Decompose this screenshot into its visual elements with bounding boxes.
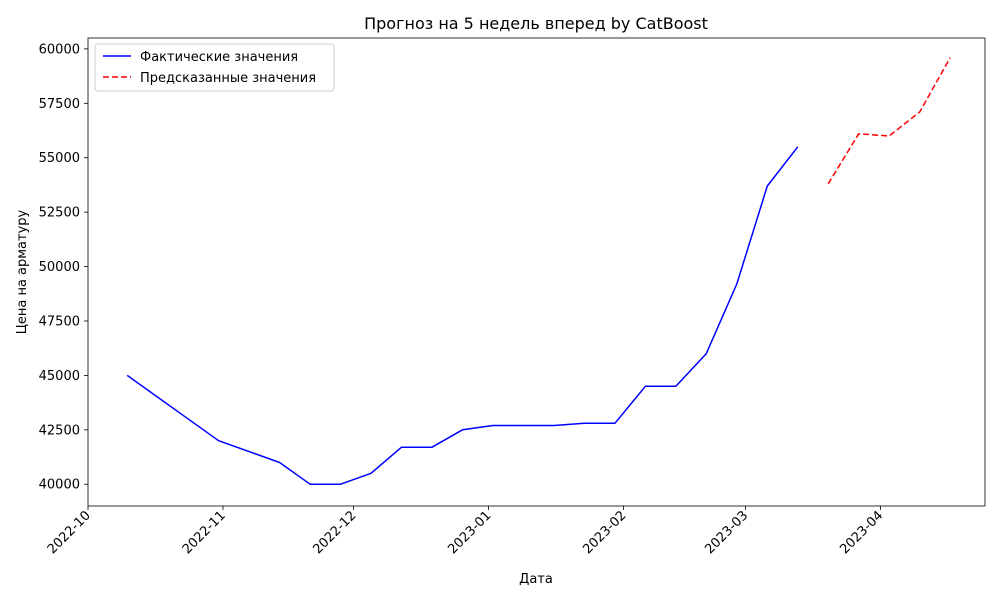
y-tick-label: 50000 bbox=[39, 260, 80, 275]
legend-label-2: Предсказанные значения bbox=[140, 71, 316, 86]
y-tick-label: 57500 bbox=[39, 97, 80, 112]
y-tick-label: 40000 bbox=[39, 478, 80, 493]
x-tick-label: 2023-03 bbox=[702, 508, 751, 557]
legend-box bbox=[94, 43, 335, 92]
y-axis-label: Цена на арматуру bbox=[15, 209, 30, 334]
x-tick-label: 2023-02 bbox=[580, 508, 629, 557]
x-tick-label: 2023-01 bbox=[445, 508, 494, 557]
y-tick-label: 55000 bbox=[39, 151, 80, 166]
x-tick-label: 2022-10 bbox=[45, 508, 94, 557]
series-line-1 bbox=[126, 146, 799, 485]
y-tick-label: 52500 bbox=[39, 206, 80, 221]
y-tick-label: 45000 bbox=[39, 369, 80, 384]
x-tick-label: 2022-11 bbox=[180, 508, 229, 557]
series-line-2 bbox=[827, 57, 951, 185]
legend-label-1: Фактические значения bbox=[140, 50, 298, 65]
y-tick-label: 42500 bbox=[39, 423, 80, 438]
plot-area: 40000 42500 45000 47500 50000 52500 55000 57500… bbox=[39, 37, 986, 557]
plot-frame bbox=[87, 37, 986, 507]
chart-title: Прогноз на 5 недель вперед by CatBoost bbox=[364, 14, 708, 33]
x-tick-label: 2023-04 bbox=[837, 508, 886, 557]
x-axis-label: Дата bbox=[519, 572, 553, 587]
x-tick-label: 2022-12 bbox=[310, 508, 359, 557]
y-tick-label: 47500 bbox=[39, 314, 80, 329]
y-tick-label: 60000 bbox=[39, 42, 80, 57]
